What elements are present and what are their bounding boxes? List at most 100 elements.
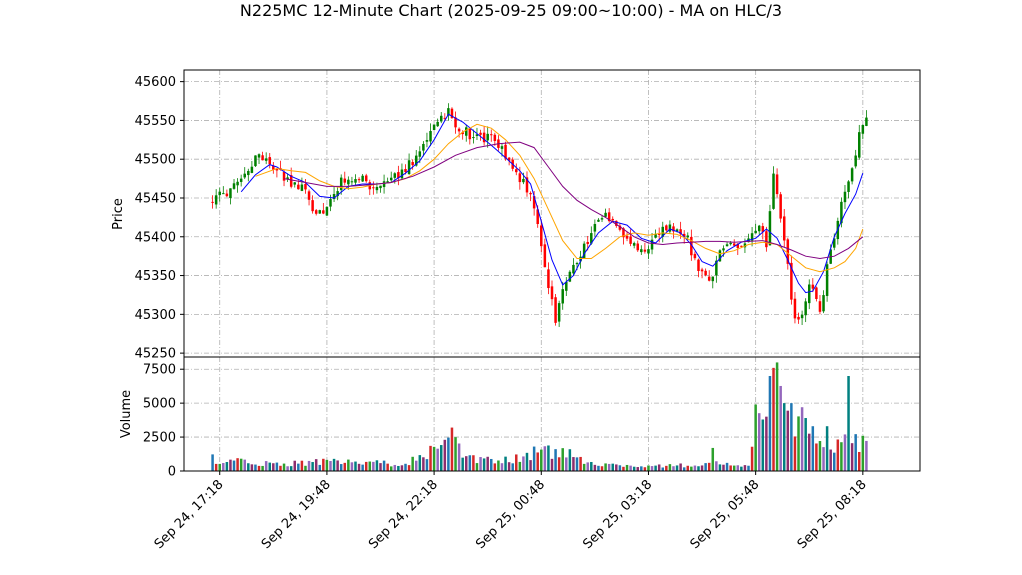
candle-body [322, 210, 325, 214]
volume-bar [729, 465, 732, 471]
candle-body [289, 175, 293, 187]
candle-body [850, 168, 854, 182]
candle-body [325, 206, 329, 216]
volume-bar [561, 448, 564, 471]
candle-body [686, 235, 690, 238]
volume-bar [236, 458, 239, 471]
candle-body [436, 121, 439, 127]
volume-bar [797, 416, 800, 471]
time-tick-label: Sep 25, 00:48 [473, 477, 548, 552]
volume-tick-label: 0 [168, 465, 176, 480]
candle-body [354, 179, 357, 183]
volume-bar [300, 460, 304, 471]
price-axis-label: Price [111, 198, 126, 230]
volume-bar [414, 460, 418, 471]
volume-bar [404, 463, 407, 471]
candle-body [236, 181, 239, 186]
volume-bar [500, 463, 504, 471]
volume-bar [657, 464, 661, 471]
volume-bar [858, 451, 861, 471]
candle-body [400, 169, 404, 179]
volume-bar [675, 465, 679, 471]
candle-body [807, 284, 811, 304]
volume-bar [286, 466, 289, 471]
ma-fast-line [240, 113, 864, 294]
price-tick-label: 45400 [135, 230, 176, 245]
volume-bar [522, 456, 525, 471]
volume-bar [257, 465, 261, 471]
volume-bar [222, 463, 225, 471]
candle-body [393, 173, 397, 178]
volume-bar [557, 457, 561, 471]
candle-body [372, 187, 375, 189]
candle-body [793, 298, 797, 319]
volume-bar [432, 446, 436, 471]
candle-body [486, 133, 489, 141]
volume-bar [547, 445, 550, 471]
volume-bar [861, 435, 865, 471]
candle-body [332, 194, 336, 200]
volume-bar [279, 465, 282, 471]
candle-body [347, 179, 350, 185]
volume-bar [700, 465, 704, 471]
candle-body [722, 248, 725, 251]
volume-bar [311, 462, 314, 471]
volume-bar [347, 459, 350, 471]
candle-body [518, 173, 522, 183]
candle-body [704, 270, 707, 276]
volume-bar [368, 461, 372, 471]
candle-body [482, 132, 486, 143]
volume-bar [239, 458, 243, 471]
price-panel: 45250 45300 45350 45400 45450 45500 45550 45600… [111, 69, 921, 362]
candle-body [250, 166, 254, 173]
price-tick-label: 45300 [135, 308, 176, 323]
candle-body [411, 162, 414, 166]
candle-body [715, 260, 718, 276]
candle-body [350, 181, 354, 183]
volume-bar [679, 463, 682, 471]
volume-bar [661, 467, 665, 471]
volume-axis-label: Volume [119, 390, 134, 438]
volume-bar [532, 446, 536, 471]
candle-body [397, 172, 400, 179]
volume-bar [668, 464, 672, 471]
candle-body [457, 128, 461, 132]
volume-bar [833, 452, 836, 471]
candle-body [743, 243, 747, 248]
candle-body [679, 229, 682, 235]
volume-bar [304, 465, 307, 471]
candle-body [707, 276, 711, 281]
volume-bar [407, 465, 411, 471]
candle-body [786, 239, 790, 264]
candle-body [607, 212, 611, 222]
candle-body [632, 243, 636, 246]
time-tick-label: Sep 25, 05:48 [688, 477, 763, 552]
volume-bar [836, 439, 840, 471]
volume-bar [475, 463, 479, 471]
candle-body [418, 151, 422, 157]
volume-bar [779, 385, 782, 471]
candle-body [339, 177, 343, 191]
volume-bar [629, 465, 632, 471]
candle-body [718, 250, 722, 262]
volume-bar [854, 434, 857, 471]
volume-bar [490, 458, 493, 471]
candle-body [765, 231, 768, 248]
candle-body [229, 188, 232, 199]
time-tick-label: Sep 24, 22:18 [366, 477, 441, 552]
candle-body [522, 178, 525, 183]
volume-bar [711, 447, 715, 471]
volume-bar [293, 460, 297, 471]
volume-bar [582, 463, 586, 471]
volume-bar [436, 448, 439, 471]
volume-bar [461, 457, 464, 471]
volume-bar [479, 457, 482, 471]
volume-bar [643, 467, 647, 471]
volume-bar [472, 455, 475, 471]
candle-body [257, 154, 261, 158]
candle-body [572, 264, 575, 274]
volume-bar [497, 460, 500, 471]
candle-body [507, 157, 511, 161]
volume-bar [454, 437, 457, 471]
